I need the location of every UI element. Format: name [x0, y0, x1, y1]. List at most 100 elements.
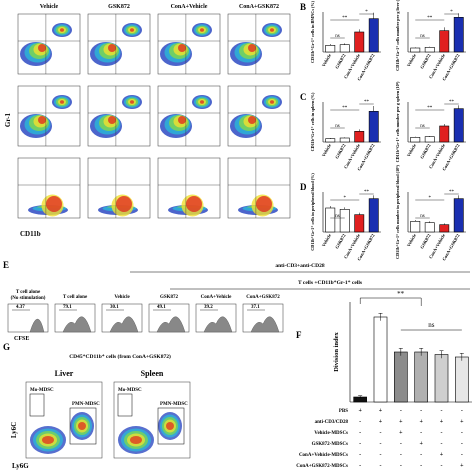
- bar: [439, 224, 450, 233]
- x-tick-label: Vehicle: [406, 233, 417, 247]
- sig-label: ns: [420, 124, 425, 129]
- y-axis-label: Division index: [333, 331, 340, 371]
- column-header: ConA+Vehicle: [171, 4, 208, 10]
- x-tick-label: Vehicle: [321, 233, 332, 247]
- sig-label: ns: [335, 214, 340, 219]
- row-mark: -: [420, 452, 422, 458]
- row-mark: -: [441, 408, 443, 414]
- sig-label: *: [344, 196, 347, 201]
- row-label: GSK872-MDSCs: [312, 442, 348, 447]
- flow-density: [256, 196, 272, 212]
- bar: [410, 221, 421, 233]
- bar: [439, 30, 450, 53]
- flow-density: [200, 100, 204, 104]
- gate-label: PMN-MDSC: [160, 402, 188, 407]
- row-mark: -: [461, 452, 463, 458]
- histogram: [109, 316, 139, 333]
- sig-label: **: [397, 290, 405, 298]
- y-axis-label: CD11b⁺Gr-1⁺ cells number per g liver (10…: [395, 0, 400, 71]
- sig-label: ns: [335, 124, 340, 129]
- flow-density: [186, 196, 202, 212]
- row-mark: -: [380, 463, 382, 469]
- row-mark: -: [441, 463, 443, 469]
- flow-density: [166, 422, 174, 430]
- sig-bracket: [359, 297, 422, 306]
- sig-label: **: [427, 16, 433, 21]
- panel-label: E: [3, 260, 9, 270]
- row-label: anti-CD3/CD28: [315, 420, 349, 425]
- panel-label: F: [296, 330, 302, 340]
- row-label: Vehicle-MDSCs: [314, 431, 348, 436]
- row-mark: -: [400, 441, 402, 447]
- flow-density: [60, 100, 64, 104]
- row-mark: -: [359, 452, 361, 458]
- row-mark: +: [379, 419, 383, 425]
- bar: [434, 354, 449, 403]
- row-mark: +: [419, 441, 423, 447]
- gate: [157, 407, 185, 445]
- row-mark: -: [380, 430, 382, 436]
- flow-density: [178, 44, 186, 52]
- x-tick-label: Vehicle: [406, 53, 417, 67]
- gate: [29, 393, 45, 417]
- sig-label: ns: [420, 214, 425, 219]
- row-mark: -: [441, 441, 443, 447]
- row-mark: +: [358, 408, 362, 414]
- bar: [339, 137, 350, 143]
- sig-label: **: [342, 16, 348, 21]
- histogram: [156, 316, 186, 333]
- sig-label: ns: [335, 34, 340, 39]
- sample-label: Vehicle: [114, 295, 130, 300]
- sample-sublabel: (No stimulation): [11, 296, 46, 301]
- row-label: ConA+Vehicle-MDSCs: [299, 453, 348, 458]
- histogram: [250, 316, 280, 333]
- bar: [453, 198, 464, 233]
- histogram: [203, 316, 233, 333]
- histogram: [29, 318, 45, 333]
- gate-value: 4.37: [16, 305, 25, 310]
- gate-value: 30.1: [110, 305, 119, 310]
- flow-density: [200, 28, 204, 32]
- bar: [368, 111, 379, 143]
- flow-density: [248, 44, 256, 52]
- gate-label: PMN-MDSC: [72, 402, 100, 407]
- sample-label: GSK872: [160, 295, 179, 300]
- bar: [414, 351, 428, 403]
- bar: [424, 136, 435, 143]
- bar: [354, 214, 365, 233]
- flow-density: [46, 196, 62, 212]
- row-mark: +: [399, 419, 403, 425]
- row-label: ConA+GSK872-MDSCs: [296, 464, 348, 469]
- row-mark: -: [400, 408, 402, 414]
- sig-label: **: [449, 190, 455, 195]
- bar: [325, 45, 336, 53]
- axis-label: CFSE: [14, 336, 29, 342]
- row-mark: -: [461, 441, 463, 447]
- axis-label: Gr-1: [4, 112, 12, 127]
- row-mark: +: [379, 408, 383, 414]
- row-mark: -: [420, 430, 422, 436]
- sig-label: ns: [420, 34, 425, 39]
- gate: [117, 393, 133, 417]
- y-axis-label: CD11b⁺Gr-1⁺ cells in BMNCs (%): [310, 0, 315, 63]
- flow-density: [130, 28, 134, 32]
- sig-label: **: [342, 106, 348, 111]
- flow-density: [116, 196, 132, 212]
- bar: [394, 351, 408, 403]
- row-mark: +: [460, 463, 464, 469]
- bar: [410, 47, 421, 53]
- y-axis-label: CD11b⁺Gr-1⁺ cells number per g spleen (1…: [395, 81, 400, 162]
- row-mark: +: [440, 419, 444, 425]
- column-header: GSK872: [108, 4, 130, 10]
- bar: [368, 198, 379, 233]
- row-mark: -: [420, 408, 422, 414]
- flow-density: [108, 44, 116, 52]
- flow-density: [38, 116, 46, 124]
- gate-label: Mo-MDSC: [118, 388, 142, 393]
- bar: [325, 207, 336, 233]
- row-mark: +: [440, 452, 444, 458]
- row-mark: -: [380, 441, 382, 447]
- flow-density: [38, 44, 46, 52]
- gate-value: 79.1: [63, 305, 72, 310]
